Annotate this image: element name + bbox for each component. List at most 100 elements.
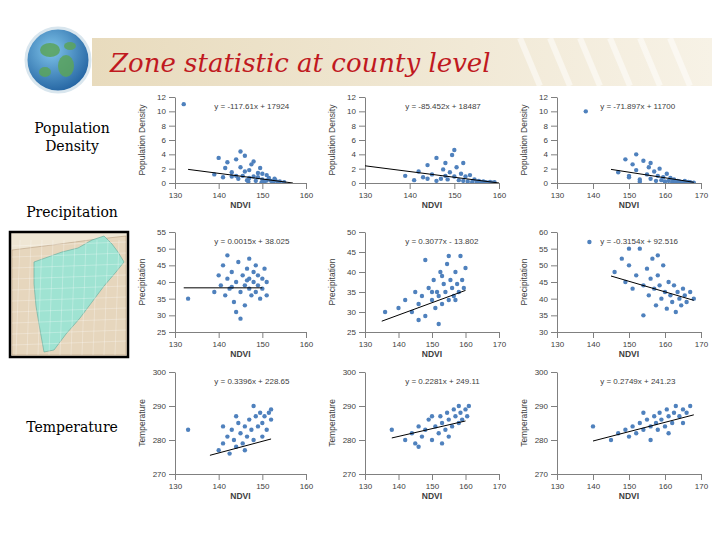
scatter-point [243, 303, 247, 307]
tick: 35 [157, 295, 175, 304]
map-county-line [12, 264, 126, 268]
tick-label: 140 [392, 340, 406, 349]
tick: 160 [300, 183, 314, 200]
tick-label: 4 [162, 150, 167, 159]
tick-label: 160 [459, 482, 473, 491]
scatter-point [438, 270, 442, 274]
tick-mark [175, 332, 176, 338]
scatter-point [630, 162, 634, 166]
scatter-point [396, 306, 400, 310]
chart: 130140150160024681012NDVIPopulation Dens… [137, 93, 314, 210]
tick: 25 [347, 328, 365, 337]
map-county-line [12, 319, 126, 323]
x-axis: 130140150160170 [551, 183, 709, 200]
scatter-point [430, 438, 434, 442]
tick-mark [175, 474, 176, 480]
tick-label: 150 [256, 482, 270, 491]
trend-line [392, 421, 466, 438]
tick-label: 170 [493, 340, 507, 349]
row-label: Temperature [26, 419, 118, 435]
y-axis: 024681012 [157, 93, 175, 188]
chart: 130140150160170270280290300NDVITemperatu… [327, 368, 507, 501]
axis-line [557, 373, 558, 475]
scatter-point [413, 290, 417, 294]
y-axis: 270280290300 [153, 368, 176, 479]
tick-label: 50 [157, 245, 166, 254]
tick: 150 [426, 474, 440, 491]
scatter-point [420, 434, 424, 438]
scatter-point [445, 262, 449, 266]
scatter-point [265, 280, 269, 284]
scatter-point [260, 421, 264, 425]
tick-label: 130 [169, 191, 183, 200]
tick-label: 4 [544, 150, 549, 159]
scatter-point [466, 179, 470, 183]
tick: 300 [153, 368, 175, 377]
tick-label: 10 [539, 107, 548, 116]
tick-mark [169, 232, 175, 233]
scatter-point [457, 404, 461, 408]
x-axis: 130140150160170 [551, 474, 709, 491]
tick-label: 130 [359, 191, 373, 200]
tick-mark [169, 111, 175, 112]
tick-mark [175, 183, 176, 189]
scatter-point [219, 283, 223, 287]
trend-line [210, 439, 271, 455]
tick: 0 [162, 179, 175, 188]
tick: 130 [359, 474, 373, 491]
x-axis-title: NDVI [422, 491, 442, 501]
tick-mark [306, 474, 307, 480]
tick-label: 10 [157, 107, 166, 116]
tick-label: 290 [343, 402, 357, 411]
tick: 10 [539, 107, 557, 116]
tick-label: 170 [695, 340, 709, 349]
tick-label: 130 [551, 340, 565, 349]
scatter-point [458, 254, 462, 258]
tick-mark [665, 474, 666, 480]
scatter-point [216, 273, 220, 277]
tick: 300 [535, 368, 557, 377]
scatter-point [461, 161, 465, 165]
tick-label: 25 [347, 328, 356, 337]
banner-stripe [610, 38, 630, 86]
scatter-point [656, 428, 660, 432]
globe-land [39, 67, 51, 77]
banner-stripe [580, 38, 600, 86]
scatter-point [645, 266, 649, 270]
banner-stripe [640, 38, 660, 86]
tick-label: 140 [212, 191, 226, 200]
tick-label: 30 [157, 311, 166, 320]
tick: 8 [352, 122, 365, 131]
scatter-point [412, 178, 416, 182]
tick: 170 [695, 474, 709, 491]
scatter-point [584, 109, 588, 113]
tick-mark [551, 406, 557, 407]
scatter-point [216, 448, 220, 452]
scatter-point [247, 168, 251, 172]
tick-label: 6 [352, 136, 357, 145]
scatter-point [443, 290, 447, 294]
tick-mark [169, 299, 175, 300]
scatter-point [238, 290, 242, 294]
scatter-point [258, 296, 262, 300]
scatter-point [240, 273, 244, 277]
axis-line [365, 373, 366, 475]
tick-mark [169, 474, 175, 475]
map-county-line [49, 240, 53, 355]
x-axis: 130140150160 [169, 332, 314, 349]
scatter-point [259, 180, 263, 183]
banner-stripe [670, 38, 690, 86]
x-axis: 130140150160 [169, 183, 314, 200]
tick-label: 30 [539, 328, 548, 337]
scatter-point [462, 286, 466, 290]
axis-line [176, 183, 307, 184]
tick: 140 [212, 183, 226, 200]
tick: 140 [392, 474, 406, 491]
scatter-point [260, 286, 264, 290]
chart: 13014015016025303540455055NDVIPrecipitat… [137, 228, 314, 359]
scatter-point [654, 179, 658, 183]
tick-label: 150 [426, 340, 440, 349]
tick-label: 40 [347, 268, 356, 277]
scatter-point [463, 407, 467, 411]
scatter-point [623, 428, 627, 432]
